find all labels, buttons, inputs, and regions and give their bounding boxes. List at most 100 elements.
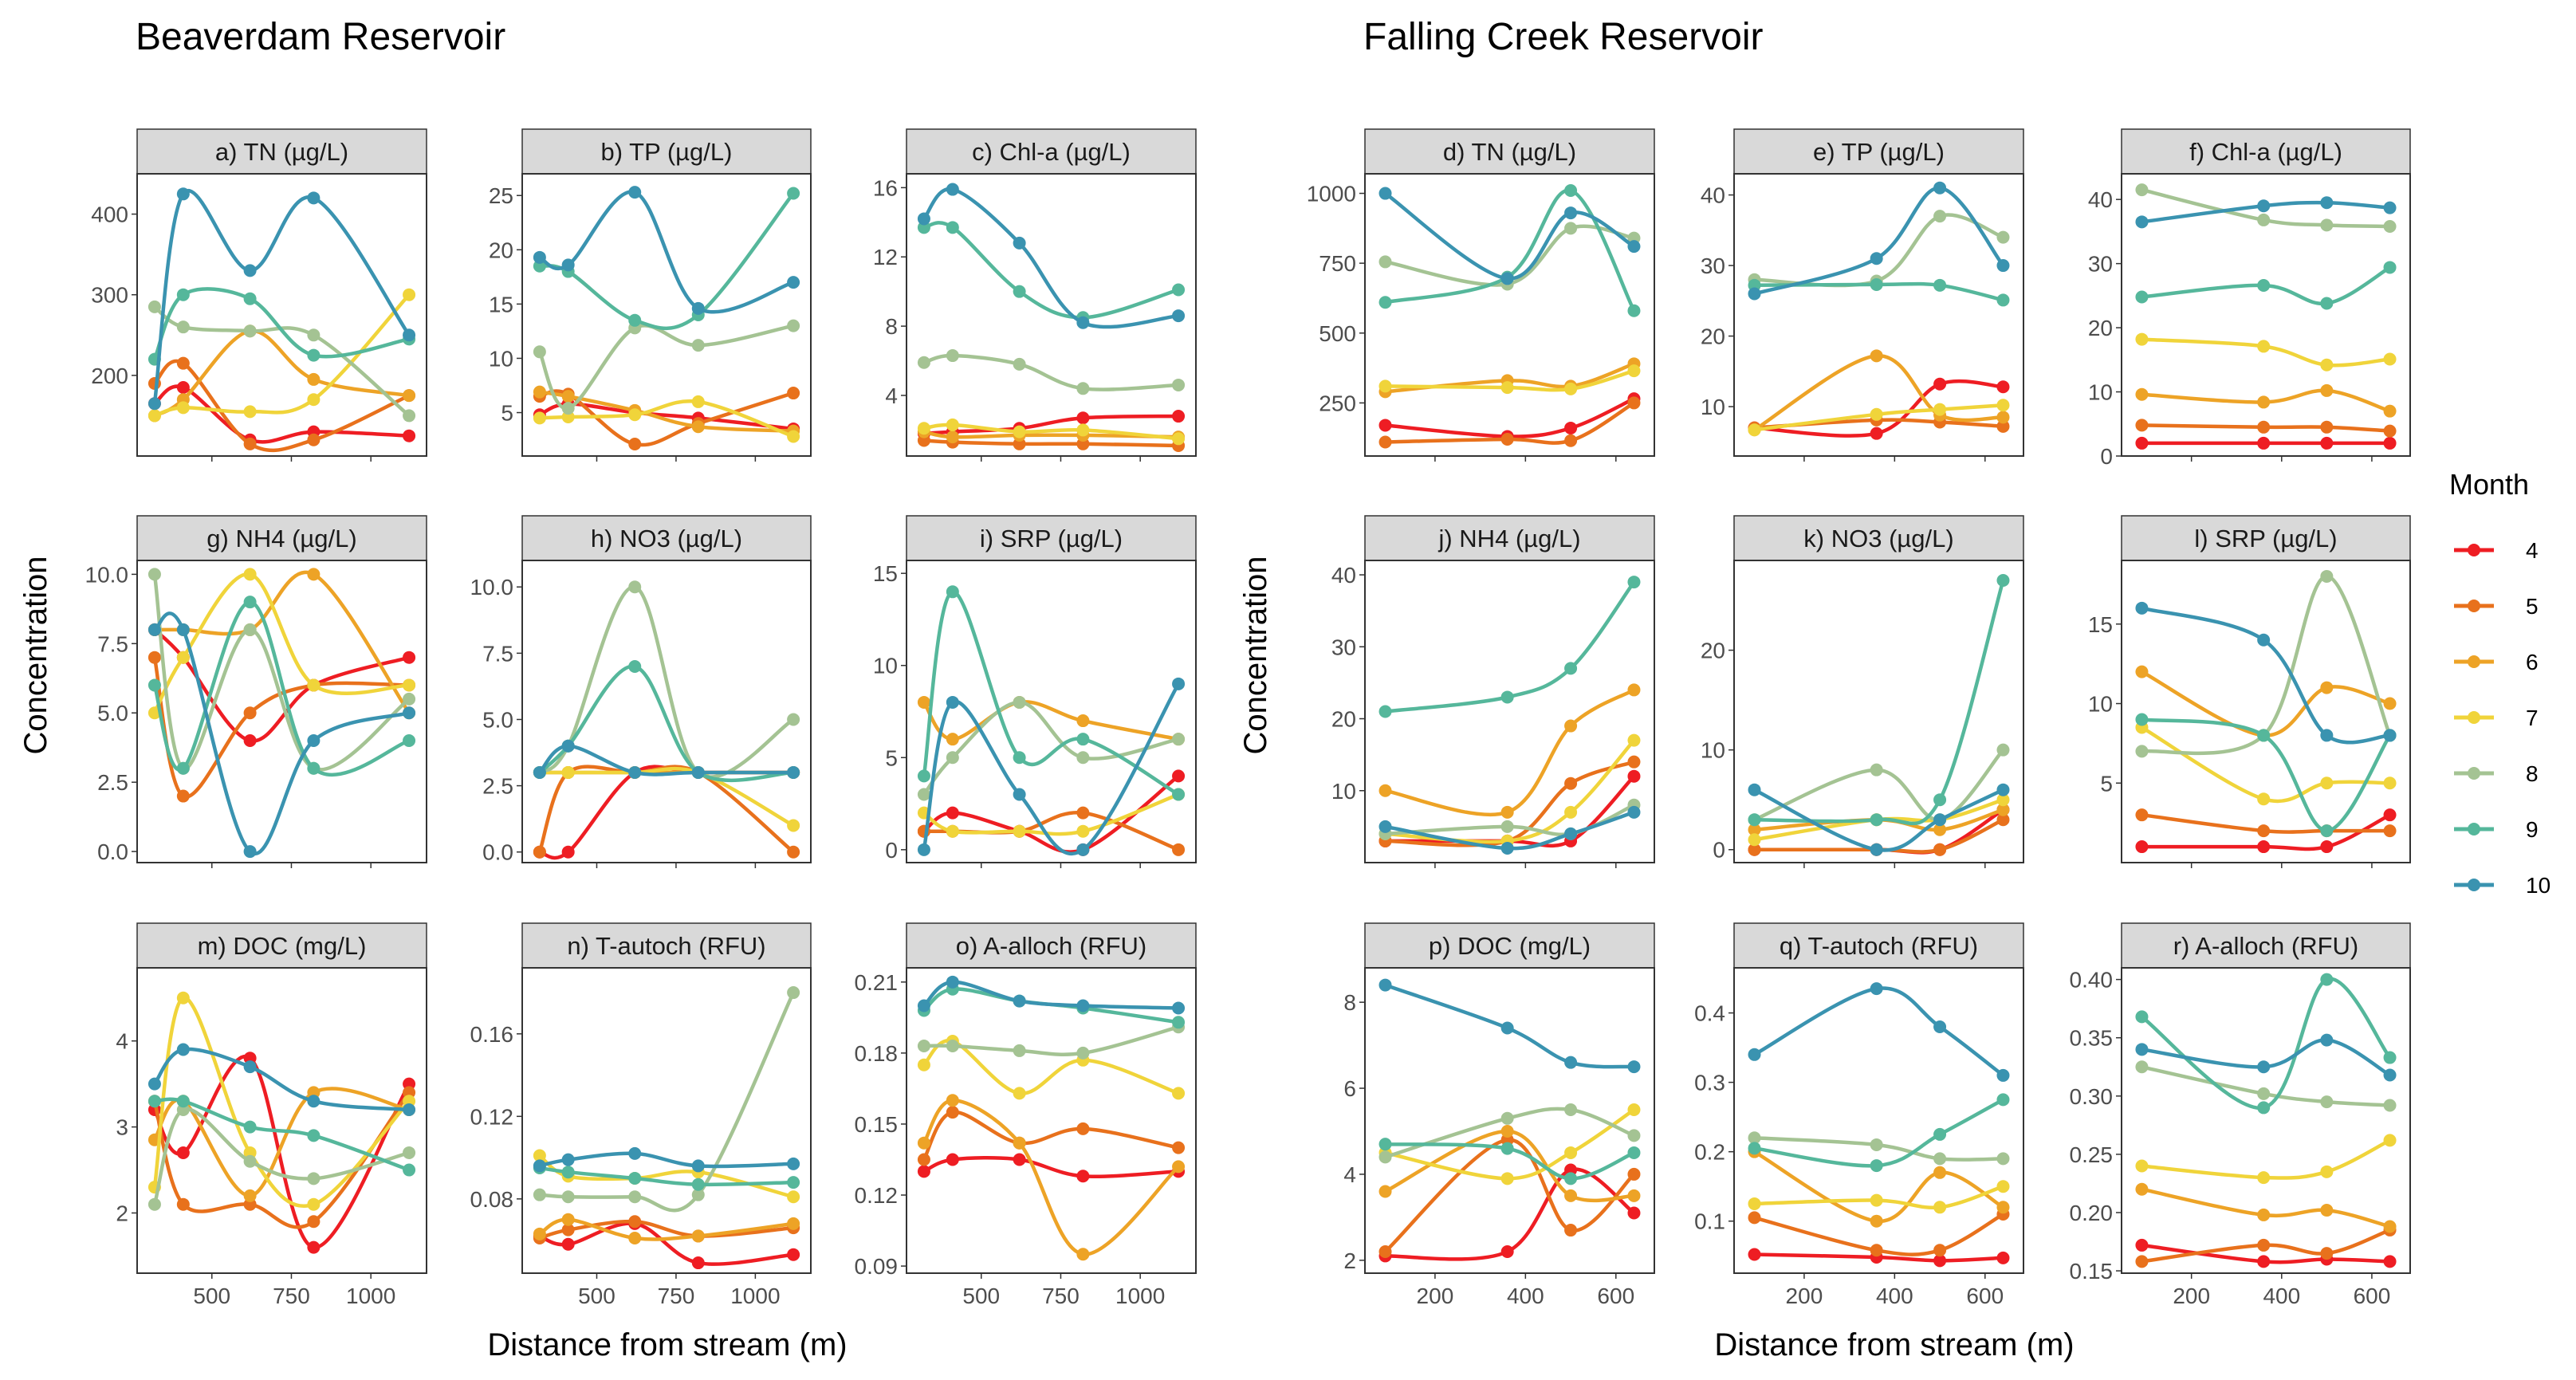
y-tick-label: 30 [2088, 252, 2113, 277]
data-point-month-4 [1564, 421, 1578, 434]
data-point-month-7 [147, 409, 161, 423]
data-point-month-6 [1076, 1248, 1090, 1261]
data-point-month-8 [2320, 1095, 2334, 1109]
data-point-month-9 [2257, 278, 2271, 292]
data-point-month-10 [1748, 287, 1761, 301]
data-point-month-9 [307, 348, 321, 362]
panel-i: i) SRP (µg/L) 0 5 10 15 [873, 515, 1197, 868]
panel-strip [2121, 922, 2411, 969]
data-point-month-6 [1933, 1166, 1947, 1179]
data-point-month-7 [2257, 1171, 2271, 1185]
y-tick-label: 8 [1343, 990, 1356, 1015]
data-point-month-9 [628, 313, 642, 327]
data-point-month-10 [1564, 827, 1578, 840]
data-point-month-8 [917, 788, 930, 801]
data-point-month-10 [1996, 1068, 2010, 1082]
panel-strip-label: d) TN (µg/L) [1443, 138, 1576, 166]
data-point-month-8 [2383, 1099, 2397, 1112]
data-point-month-9 [946, 221, 959, 234]
data-point-month-8 [1870, 1138, 1883, 1151]
data-point-month-6 [787, 1217, 800, 1230]
data-point-month-7 [1748, 833, 1761, 847]
data-point-month-8 [533, 1188, 546, 1201]
data-point-month-10 [946, 183, 959, 196]
data-point-month-10 [691, 301, 705, 315]
series-line-month-10 [922, 187, 1181, 329]
x-tick-label: 750 [1042, 1284, 1080, 1308]
data-point-month-7 [307, 678, 321, 692]
data-point-month-5 [1627, 396, 1641, 410]
y-tick-label: 2.5 [97, 770, 128, 795]
data-point-month-10 [147, 623, 161, 636]
panel-strip [521, 922, 812, 969]
data-point-month-5 [1996, 419, 2010, 433]
y-tick-label: 0.2 [1694, 1140, 1725, 1165]
data-point-month-4 [1172, 769, 1186, 783]
data-point-month-10 [2320, 196, 2334, 210]
data-point-month-9 [307, 761, 321, 775]
y-tick-label: 25 [489, 183, 513, 208]
data-point-month-4 [403, 429, 416, 442]
data-point-month-4 [2135, 1238, 2149, 1252]
data-point-month-5 [1870, 1244, 1883, 1257]
series-line-month-7 [922, 1039, 1181, 1095]
data-point-month-7 [533, 411, 546, 425]
series-line-month-9 [922, 590, 1181, 796]
y-tick-label: 20 [1331, 707, 1356, 732]
data-point-month-7 [1933, 403, 1947, 416]
panel-border [2121, 560, 2411, 863]
data-point-month-5 [1378, 1245, 1392, 1259]
data-point-month-7 [176, 401, 190, 415]
data-point-month-7 [1172, 1087, 1186, 1100]
legend-label-month-6: 6 [2526, 650, 2539, 674]
data-point-month-7 [787, 1190, 800, 1204]
data-point-month-7 [2320, 776, 2334, 790]
data-point-month-8 [2135, 1060, 2149, 1074]
data-point-month-4 [2320, 436, 2334, 450]
series-line-month-9 [1383, 1142, 1636, 1181]
data-point-month-7 [2135, 1159, 2149, 1173]
y-tick-label: 5 [501, 401, 513, 426]
data-point-month-10 [628, 186, 642, 199]
series-line-month-10 [1383, 810, 1636, 851]
data-point-month-10 [176, 1043, 190, 1056]
data-point-month-6 [1996, 1201, 2010, 1214]
data-point-month-10 [1564, 206, 1578, 220]
data-point-month-9 [147, 1095, 161, 1108]
data-point-month-9 [176, 761, 190, 775]
data-point-month-9 [1627, 576, 1641, 589]
data-point-month-4 [561, 845, 575, 859]
data-point-month-8 [628, 580, 642, 594]
data-point-month-4 [2383, 436, 2397, 450]
y-tick-label: 2 [116, 1201, 128, 1225]
data-point-month-7 [561, 765, 575, 779]
series-line-month-7 [1752, 403, 2005, 432]
data-point-month-4 [1076, 411, 1090, 425]
panel-plot-area [533, 186, 800, 451]
panel-r: r) A-alloch (RFU) 0.15 0.20 0.25 0.30 0.35 0.4… [2070, 922, 2411, 1308]
data-point-month-4 [691, 1256, 705, 1270]
y-tick-label: 5.0 [482, 707, 513, 732]
panel-l: l) SRP (µg/L) 5 10 15 [2088, 515, 2411, 868]
panel-border [906, 967, 1197, 1274]
y-tick-label: 0.0 [97, 839, 128, 864]
x-tick-label: 750 [273, 1284, 310, 1308]
series-line-month-5 [1383, 401, 1636, 445]
data-point-month-7 [628, 408, 642, 422]
data-point-month-9 [1933, 793, 1947, 807]
data-point-month-4 [787, 1248, 800, 1261]
data-point-month-5 [1378, 435, 1392, 449]
data-point-month-4 [2135, 436, 2149, 450]
data-point-month-10 [176, 623, 190, 636]
panel-strip [1364, 922, 1655, 969]
data-point-month-8 [691, 1188, 705, 1201]
data-point-month-8 [147, 568, 161, 581]
data-point-month-6 [1996, 411, 2010, 424]
series-line-month-9 [152, 287, 411, 361]
series-line-month-6 [2140, 670, 2392, 737]
data-point-month-4 [1996, 380, 2010, 394]
data-point-month-10 [691, 1159, 705, 1173]
y-tick-label: 750 [1319, 251, 1356, 276]
data-point-month-10 [1172, 1001, 1186, 1015]
data-point-month-9 [946, 585, 959, 599]
